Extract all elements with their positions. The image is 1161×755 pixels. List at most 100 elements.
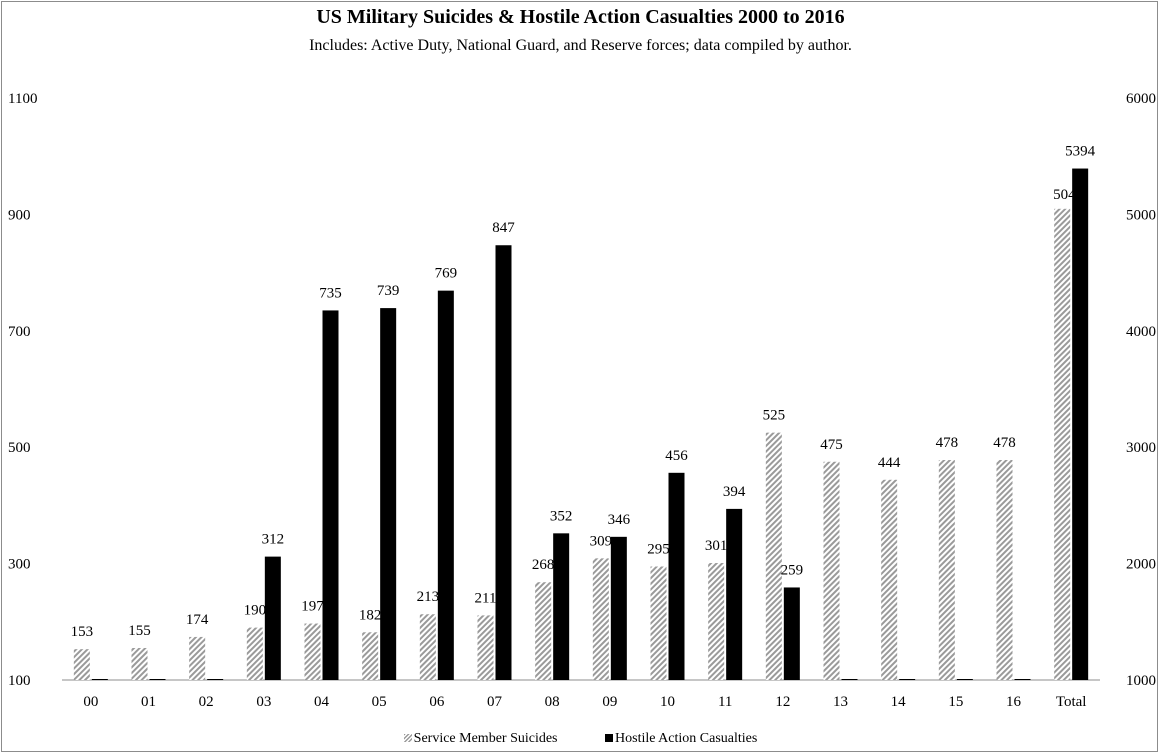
bar-hostile [956,679,973,680]
bar-hostile [553,533,570,680]
bar-suicides [823,461,840,680]
y-right-tick-label: 2000 [1126,557,1156,573]
bar-suicides [765,432,782,680]
bar-hostile [149,679,166,680]
y-left-tick-label: 300 [8,557,31,573]
bar-suicides [73,649,90,680]
bar-hostile [1014,679,1031,680]
bar-hostile [495,245,512,680]
data-label-suicides: 153 [71,624,94,640]
y-left-tick-label: 500 [8,440,31,456]
bar-suicides [304,623,321,680]
bar-hostile [91,679,108,680]
bar-hostile [726,508,743,680]
y-left-tick-label: 900 [8,207,31,223]
data-label-suicides: 444 [878,455,901,471]
y-right-tick-label: 5000 [1126,207,1156,223]
bar-hostile [668,472,685,680]
data-label-suicides: 213 [417,589,440,605]
bar-suicides [535,582,552,680]
y-right-tick-label: 6000 [1126,91,1156,107]
data-label-suicides: 478 [936,435,959,451]
bar-suicides [131,647,148,680]
bar-hostile [380,308,397,680]
data-label-hostile: 5394 [1065,144,1096,160]
y-right-tick-label: 1000 [1126,673,1156,689]
x-tick-label: 15 [948,694,963,710]
x-tick-label: 02 [199,694,214,710]
x-tick-label: 03 [256,694,271,710]
bar-suicides [592,558,609,680]
x-tick-label: 06 [429,694,445,710]
legend-label-suicides: Service Member Suicides [413,731,558,746]
data-label-hostile: 735 [319,285,342,301]
data-label-suicides: 155 [128,623,151,639]
legend-swatch-hatched [403,734,412,742]
data-label-suicides: 475 [820,437,843,453]
x-tick-label: 12 [775,694,790,710]
x-tick-label: 04 [314,694,330,710]
bar-hostile [322,310,339,680]
legend-item-suicides: Service Member Suicides [403,731,558,747]
bar-suicides [938,460,955,680]
data-label-suicides: 525 [763,408,786,424]
bar-suicides [362,632,379,680]
y-left-tick-label: 100 [8,673,31,689]
bar-suicides [996,460,1013,680]
bar-suicides [189,636,206,680]
x-tick-label: 10 [660,694,675,710]
bar-hostile [207,679,224,680]
bar-suicides [708,563,725,680]
x-tick-label: 05 [372,694,387,710]
x-tick-label: 08 [545,694,560,710]
data-label-suicides: 478 [993,435,1016,451]
data-label-suicides: 5048 [1053,187,1083,203]
data-label-suicides: 309 [590,533,613,549]
bar-suicides [419,614,436,680]
bar-hostile [610,536,627,680]
x-tick-label: 07 [487,694,503,710]
data-label-suicides: 268 [532,557,555,573]
data-label-hostile: 847 [492,220,515,236]
data-label-hostile: 769 [435,266,458,282]
data-label-hostile: 456 [665,448,688,464]
y-right-tick-label: 4000 [1126,324,1156,340]
bar-suicides [246,627,263,680]
x-tick-label: 14 [891,694,907,710]
bar-suicides [650,566,667,680]
bar-hostile [899,679,916,680]
data-label-suicides: 211 [475,590,497,606]
legend-swatch-solid [605,734,614,742]
y-left-tick-label: 1100 [8,91,37,107]
data-label-suicides: 295 [647,542,670,558]
y-left-tick-label: 700 [8,324,31,340]
data-label-suicides: 174 [186,612,209,628]
data-label-hostile: 394 [723,484,746,500]
data-label-hostile: 739 [377,283,400,299]
bar-hostile [264,556,281,680]
bar-hostile [437,290,454,680]
x-tick-label: 11 [718,694,732,710]
x-tick-label: Total [1056,694,1087,710]
data-label-hostile: 346 [608,512,631,528]
data-label-suicides: 182 [359,607,382,623]
bar-hostile [1072,168,1089,681]
data-label-suicides: 197 [301,599,324,615]
bar-suicides [1054,208,1071,680]
data-label-hostile: 312 [262,532,285,548]
x-tick-label: 00 [83,694,98,710]
chart-title: US Military Suicides & Hostile Action Ca… [316,6,845,28]
x-tick-label: 16 [1006,694,1022,710]
data-label-suicides: 301 [705,538,728,554]
x-tick-label: 01 [141,694,156,710]
bar-hostile [783,587,800,680]
legend: Service Member Suicides Hostile Action C… [0,731,1161,747]
x-tick-label: 09 [602,694,617,710]
bar-suicides [477,615,494,680]
data-label-suicides: 190 [244,603,267,619]
legend-item-hostile: Hostile Action Casualties [605,731,757,747]
bar-suicides [881,479,898,680]
y-right-tick-label: 3000 [1126,440,1156,456]
